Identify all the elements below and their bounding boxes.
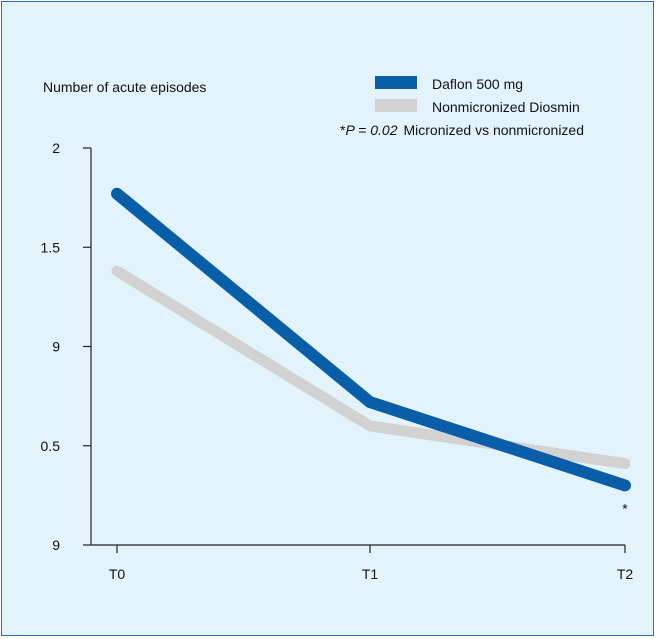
legend-p-star: * — [340, 122, 346, 138]
y-tick-label: 2 — [52, 140, 60, 156]
legend: Daflon 500 mg Nonmicronized Diosmin *P =… — [340, 76, 584, 138]
y-axis-ticks: 9 0.5 9 1.5 2 — [41, 140, 91, 553]
x-tick-label: T2 — [617, 566, 634, 582]
y-axis-label: Number of acute episodes — [43, 79, 206, 95]
legend-p-value-note: *P = 0.02 Micronized vs nonmicronized — [340, 122, 584, 138]
series-lines — [111, 187, 631, 492]
y-tick-label: 9 — [52, 339, 60, 355]
y-tick-label: 9 — [52, 537, 60, 553]
legend-swatch-diosmin — [375, 99, 417, 112]
x-axis-ticks: T0 T1 T2 — [109, 545, 634, 582]
legend-p-text: Micronized vs nonmicronized — [403, 122, 584, 138]
series-line-daflon — [111, 187, 631, 492]
x-tick-label: T1 — [362, 566, 379, 582]
significance-marker: * — [622, 500, 628, 516]
legend-label-daflon: Daflon 500 mg — [432, 76, 523, 92]
series-line-diosmin — [111, 265, 631, 470]
y-tick-label: 1.5 — [41, 239, 61, 255]
x-tick-label: T0 — [109, 566, 126, 582]
legend-p-value: P = 0.02 — [345, 122, 397, 138]
y-tick-label: 0.5 — [41, 438, 61, 454]
legend-swatch-daflon — [375, 76, 417, 89]
y-axis-line — [90, 148, 625, 546]
legend-label-diosmin: Nonmicronized Diosmin — [432, 99, 580, 115]
